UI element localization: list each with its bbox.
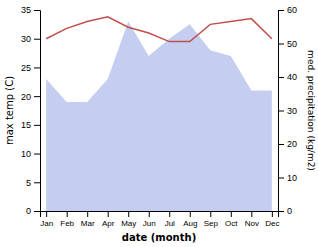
tick-label: 5 (26, 178, 31, 188)
tick: Jun (143, 211, 156, 228)
tick-mark (108, 211, 109, 217)
tick-mark (278, 144, 284, 145)
tick-label: Apr (102, 219, 115, 228)
tick: 60 (278, 5, 297, 15)
tick: 20 (278, 139, 297, 149)
marks (46, 17, 272, 211)
tick-mark (251, 211, 252, 217)
tick-mark (34, 39, 40, 40)
tick-label: May (121, 219, 136, 228)
tick: 40 (278, 72, 297, 82)
tick-label: Feb (60, 219, 74, 228)
tick-mark (34, 182, 40, 183)
tick: 30 (21, 34, 40, 44)
tick: 0 (26, 206, 40, 216)
tick-label: Oct (225, 219, 238, 228)
tick-mark (190, 211, 191, 217)
tick-mark (272, 211, 273, 217)
tick-mark (46, 211, 47, 217)
tick-label: 50 (287, 39, 297, 49)
tick: 25 (21, 63, 40, 73)
tick-mark (67, 211, 68, 217)
tick-label: 0 (287, 206, 292, 216)
tick: May (121, 211, 136, 228)
tick: Sep (204, 211, 219, 228)
tick: Apr (102, 211, 115, 228)
tick-mark (128, 211, 129, 217)
tick-mark (278, 111, 284, 112)
tick-mark (87, 211, 88, 217)
tick: Oct (225, 211, 238, 228)
tick-label: Jul (165, 219, 175, 228)
tick: 30 (278, 106, 297, 116)
plot: Jan Feb Mar Apr May Jun Jul Aug Sep Oct Nov Dec 0 5 10… (21, 5, 297, 227)
tick: Mar (81, 211, 95, 228)
area (46, 21, 272, 211)
x-axis-title: date (month) (122, 232, 196, 243)
tick: 5 (26, 178, 40, 188)
tick-mark (169, 211, 170, 217)
axis-line (41, 212, 279, 218)
tick-label: Jun (143, 219, 156, 228)
tick: 15 (21, 120, 40, 130)
tick-mark (34, 10, 40, 11)
tick-label: 30 (21, 34, 31, 44)
tick-label: Mar (81, 219, 95, 228)
tick-mark (278, 44, 284, 45)
tick: Aug (183, 211, 197, 228)
axis-line (279, 11, 285, 212)
tick: Feb (60, 211, 74, 228)
tick: 10 (21, 149, 40, 159)
tick-label: Nov (245, 219, 259, 228)
tick: 20 (21, 92, 40, 102)
tick: Jan (40, 211, 53, 228)
tick-label: 0 (26, 206, 31, 216)
tick-label: 60 (287, 5, 297, 15)
tick-label: 25 (21, 63, 31, 73)
tick: Nov (245, 211, 259, 228)
tick-label: 10 (21, 149, 31, 159)
tick-label: 20 (287, 139, 297, 149)
tick-mark (149, 211, 150, 217)
line (46, 17, 272, 42)
y-axis-title: max temp (C) (4, 76, 15, 145)
x-axis: Jan Feb Mar Apr May Jun Jul Aug Sep Oct Nov Dec (40, 211, 279, 228)
tick-label: 15 (21, 120, 31, 130)
axis-line (34, 11, 41, 212)
tick-label: 35 (21, 5, 31, 15)
tick: Dec (265, 211, 279, 228)
tick: 50 (278, 39, 297, 49)
tick: Jul (165, 211, 175, 228)
tick-label: 40 (287, 72, 297, 82)
tick-mark (34, 125, 40, 126)
tick-mark (278, 178, 284, 179)
tick-mark (278, 211, 284, 212)
tick-label: 30 (287, 106, 297, 116)
tick: 35 (21, 5, 40, 15)
tick-mark (210, 211, 211, 217)
y2-axis-title: med. precipitation (kg/m2) (306, 50, 316, 171)
tick-mark (34, 96, 40, 97)
tick-mark (34, 211, 40, 212)
tick-mark (34, 154, 40, 155)
tick-mark (231, 211, 232, 217)
tick-label: 20 (21, 92, 31, 102)
tick-mark (278, 77, 284, 78)
y2-axis: 0 10 20 30 40 50 60 (278, 5, 297, 216)
tick: 10 (278, 173, 297, 183)
y-axis: 0 5 10 15 20 25 30 35 (21, 5, 41, 216)
tick: 0 (278, 206, 292, 216)
tick-label: Sep (204, 219, 219, 228)
tick-label: Aug (183, 219, 197, 228)
tick-label: 10 (287, 173, 297, 183)
tick-mark (34, 67, 40, 68)
tick-mark (278, 10, 284, 11)
chart: Jan Feb Mar Apr May Jun Jul Aug Sep Oct Nov Dec 0 5 10… (0, 0, 318, 247)
tick-label: Jan (40, 219, 53, 228)
tick-label: Dec (265, 219, 279, 228)
